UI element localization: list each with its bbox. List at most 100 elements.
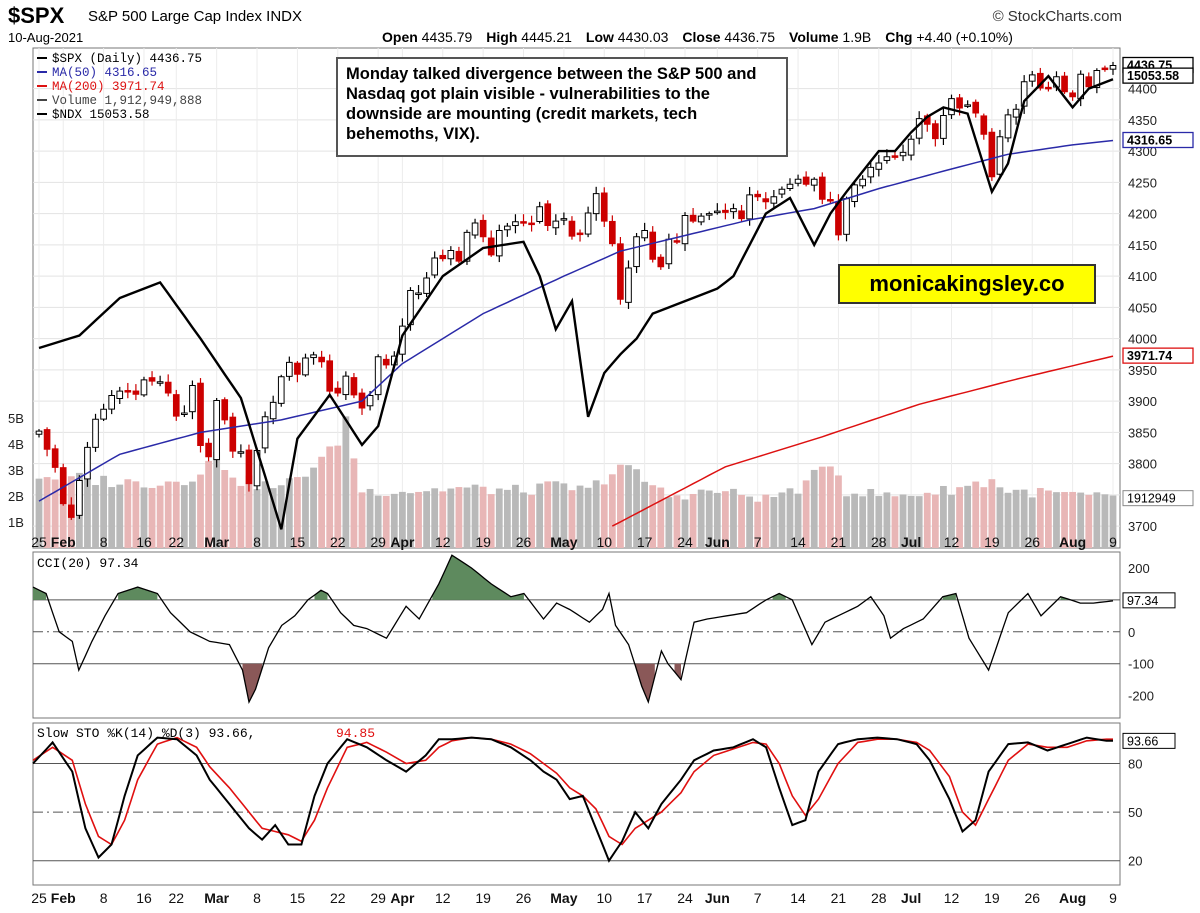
volume-bar xyxy=(802,480,810,548)
cci-tick-label: -100 xyxy=(1128,657,1154,672)
candle-body xyxy=(843,198,850,235)
volume-bar xyxy=(956,487,963,548)
volume-bar xyxy=(431,488,439,548)
candle-body xyxy=(746,194,753,220)
date-tick-label: 28 xyxy=(871,534,887,550)
volume-bar xyxy=(778,492,786,548)
volume-bar xyxy=(608,474,616,548)
date-tick-label: 12 xyxy=(944,534,960,550)
candle-body xyxy=(1109,65,1117,70)
volume-bar xyxy=(390,493,398,548)
volume-bar xyxy=(940,485,947,548)
volume-bar xyxy=(221,470,229,548)
bottom-date-tick-label: Feb xyxy=(51,890,76,906)
price-tick-label: 4400 xyxy=(1128,82,1157,97)
candle-body xyxy=(51,448,59,468)
volume-bar xyxy=(156,485,164,548)
volume-bar xyxy=(310,467,317,548)
volume-bar xyxy=(818,466,826,548)
candle-body xyxy=(116,390,124,400)
cci-overbought-fill xyxy=(432,555,524,600)
candle-body xyxy=(261,416,269,449)
candle-body xyxy=(932,123,939,140)
candle-body xyxy=(802,176,810,185)
bottom-date-tick-label: 24 xyxy=(677,890,693,906)
volume-bar xyxy=(1028,497,1036,548)
bottom-date-tick-label: 9 xyxy=(1109,890,1117,906)
ohlc-high: High 4445.21 xyxy=(486,29,572,45)
price-tick-label: 4250 xyxy=(1128,175,1157,190)
price-tick-label: 3700 xyxy=(1128,519,1157,534)
cci-title: CCI(20) 97.34 xyxy=(37,556,139,571)
volume-bar xyxy=(471,484,479,548)
volume-bar xyxy=(189,481,196,548)
cci-tick-label: 0 xyxy=(1128,625,1135,640)
volume-bar xyxy=(584,487,592,548)
volume-bar xyxy=(730,488,737,548)
bottom-date-tick-label: 19 xyxy=(984,890,1000,906)
candle-body xyxy=(964,104,971,107)
date-tick-label: 15 xyxy=(290,534,306,550)
candle-body xyxy=(100,408,107,420)
volume-tick-label: 2B xyxy=(8,489,24,504)
bottom-date-tick-label: 8 xyxy=(100,890,108,906)
volume-tick-label: 5B xyxy=(8,411,24,426)
volume-bar xyxy=(721,491,729,548)
volume-bar xyxy=(92,485,99,548)
volume-bar xyxy=(1020,489,1028,548)
volume-bar xyxy=(108,487,116,548)
candle-body xyxy=(883,156,891,161)
date-tick-label: 22 xyxy=(168,534,184,550)
annotation-box: Monday talked divergence between the S&P… xyxy=(336,57,788,157)
candle-body xyxy=(189,385,196,413)
volume-bar xyxy=(592,480,600,548)
volume-bar xyxy=(374,495,382,548)
date-tick-label: 14 xyxy=(790,534,806,550)
candle-body xyxy=(867,166,875,178)
candle-body xyxy=(504,225,511,231)
price-tick-label: 3950 xyxy=(1128,363,1157,378)
volume-bar xyxy=(568,490,576,548)
candle-body xyxy=(342,375,350,396)
candle-body xyxy=(859,178,866,187)
legend-entry: MA(50) 4316.65 xyxy=(52,66,157,80)
candle-body xyxy=(302,357,309,376)
sto-tick-label: 80 xyxy=(1128,757,1142,772)
volume-bar xyxy=(754,501,762,548)
bottom-date-tick-label: 21 xyxy=(831,890,847,906)
candle-body xyxy=(948,98,955,116)
candle-body xyxy=(851,184,858,203)
date-tick-label: 24 xyxy=(677,534,693,550)
date-tick-label: 12 xyxy=(435,534,451,550)
candle-body xyxy=(762,198,770,203)
volume-bar xyxy=(552,481,560,548)
volume-tag-label: 1912949 xyxy=(1127,492,1176,506)
volume-bar xyxy=(1085,494,1093,548)
candle-body xyxy=(471,222,479,236)
date-tick-label: 26 xyxy=(1024,534,1040,550)
volume-bar xyxy=(1036,488,1044,548)
candle-body xyxy=(229,416,237,452)
price-tick-label: 3800 xyxy=(1128,457,1157,472)
candle-body xyxy=(891,155,899,158)
volume-bar xyxy=(285,478,293,548)
candle-body xyxy=(592,193,600,215)
volume-bar xyxy=(229,477,237,548)
copyright-label[interactable]: © StockCharts.com xyxy=(992,8,1122,25)
candle-body xyxy=(447,250,455,260)
candle-body xyxy=(92,418,99,448)
volume-bar xyxy=(544,481,552,548)
candle-body xyxy=(673,240,681,243)
sto-panel-frame xyxy=(32,722,1121,886)
bottom-date-tick-label: 16 xyxy=(136,890,152,906)
volume-bar xyxy=(1077,492,1085,548)
volume-bar xyxy=(520,492,527,548)
candle-body xyxy=(665,238,673,265)
candle-body xyxy=(1069,92,1076,98)
volume-bar xyxy=(1012,489,1020,548)
candle-body xyxy=(124,390,132,393)
candle-body xyxy=(730,208,737,213)
bottom-date-tick-label: 12 xyxy=(435,890,451,906)
volume-bar xyxy=(197,474,204,548)
volume-bar xyxy=(479,486,487,548)
